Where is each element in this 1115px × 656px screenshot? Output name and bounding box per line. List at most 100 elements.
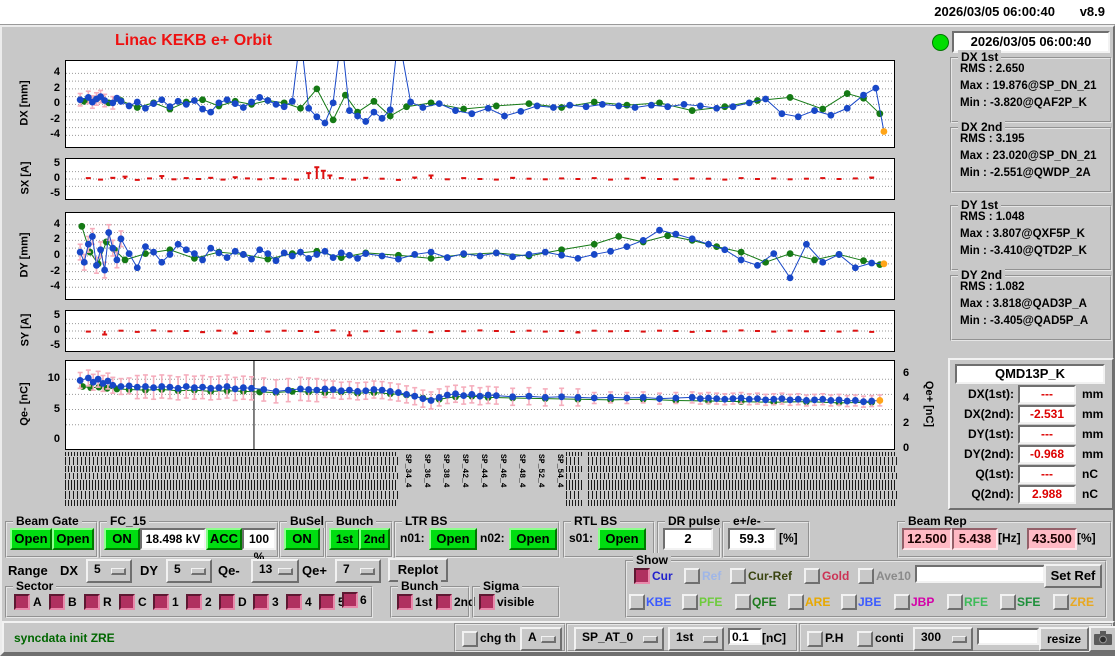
bunch-1st-checkbox[interactable] xyxy=(397,594,413,610)
range-dy-dropdown[interactable]: 5 xyxy=(166,559,212,583)
bunch-select-dropdown[interactable]: 1st xyxy=(668,627,724,651)
set-ref-button[interactable]: Set Ref xyxy=(1044,564,1102,588)
group-title: FC_15 xyxy=(107,514,150,528)
sector-checkbox-1[interactable] xyxy=(153,594,169,610)
show-pfe-checkbox[interactable] xyxy=(682,594,698,610)
screenshot-button[interactable] xyxy=(1089,626,1115,652)
show-ave10-checkbox[interactable] xyxy=(858,568,874,584)
chg-th-checkbox[interactable] xyxy=(462,631,478,647)
show-jbp-checkbox[interactable] xyxy=(894,594,910,610)
aux-input[interactable] xyxy=(977,628,1039,645)
qmd-row-label: DY(2nd): xyxy=(964,447,1014,461)
ltr-n02-open-button[interactable]: Open xyxy=(509,528,557,550)
option-menu-indicator xyxy=(191,568,206,575)
status-bar: syncdata init ZRE chg th A SP_AT_0 1st [… xyxy=(2,621,1115,654)
bunch-1st-button[interactable]: 1st xyxy=(329,528,360,550)
show-rfe-checkbox[interactable] xyxy=(947,594,963,610)
show-qfe-checkbox[interactable] xyxy=(735,594,751,610)
sector-checkbox-r[interactable] xyxy=(84,594,100,610)
rtl-bs-group: RTL BS s01: Open xyxy=(563,514,655,558)
beam-gate-open2-button[interactable]: Open xyxy=(52,528,94,550)
stat-max: Max : 3.818@QAD3P_A xyxy=(960,298,1087,310)
bpm-axis-texture-row xyxy=(588,466,897,472)
beam-gate-open1-button[interactable]: Open xyxy=(10,528,52,550)
beam-gate-group: Beam Gate Open Open xyxy=(5,514,98,558)
sector-checkbox-6[interactable] xyxy=(342,592,358,608)
show-gold-checkbox[interactable] xyxy=(804,568,820,584)
stat-rms: RMS : 2.650 xyxy=(960,63,1025,75)
range-dx-dropdown[interactable]: 5 xyxy=(86,559,132,583)
bpm-axis-texture-row xyxy=(588,491,897,499)
bpm-axis-label: SP_38_4 xyxy=(440,454,450,506)
qmd-row-unit: nC xyxy=(1082,467,1098,481)
sector-checkbox-b[interactable] xyxy=(49,594,65,610)
sector-label: 1 xyxy=(172,595,179,609)
resize-button[interactable]: resize xyxy=(1039,627,1089,651)
show-are-checkbox[interactable] xyxy=(788,594,804,610)
sector-checkbox-5[interactable] xyxy=(319,594,335,610)
bpm-axis-texture-row xyxy=(65,480,398,490)
bpm-axis-label: SP_52_4 xyxy=(535,454,545,506)
group-title: BuSel xyxy=(287,514,328,528)
y-tick-label: 0 xyxy=(53,324,60,336)
bunch-2nd-button[interactable]: 2nd xyxy=(359,528,390,550)
sx-axis-label: SX [A] xyxy=(14,158,36,198)
show-ref-checkbox[interactable] xyxy=(684,568,700,584)
show-qfe-label: QFE xyxy=(752,595,777,609)
stat-panel-title: DX 1st xyxy=(958,50,1002,64)
sector-checkbox-c[interactable] xyxy=(119,594,135,610)
sector-checkbox-a[interactable] xyxy=(14,594,30,610)
ref-name-input[interactable] xyxy=(915,565,1045,583)
sector-checkbox-d[interactable] xyxy=(219,594,235,610)
ph-checkbox[interactable] xyxy=(807,631,823,647)
bpm-monitor-panel: QMD13P_K DX(1st): --- mm DX(2nd): -2.531… xyxy=(948,358,1114,510)
bpm-axis-texture xyxy=(65,452,398,506)
conti-checkbox[interactable] xyxy=(857,631,873,647)
range-qem-dropdown[interactable]: 13 xyxy=(251,559,299,583)
y-tick-label: 2 xyxy=(53,233,60,246)
show-zre-checkbox[interactable] xyxy=(1053,594,1069,610)
fc15-acc-button[interactable]: ACC xyxy=(206,528,242,550)
bpm-name-dropdown[interactable]: SP_AT_0 xyxy=(574,627,664,651)
sector-checkbox-2[interactable] xyxy=(186,594,202,610)
ltr-n01-open-button[interactable]: Open xyxy=(429,528,477,550)
ph-label: P.H xyxy=(825,631,844,645)
busel-on-button[interactable]: ON xyxy=(284,528,320,550)
show-jbe-checkbox[interactable] xyxy=(841,594,857,610)
show-cur-checkbox[interactable] xyxy=(634,568,650,584)
npoints-dropdown[interactable]: 300 xyxy=(913,627,973,651)
range-qep-dropdown[interactable]: 7 xyxy=(335,559,381,583)
sector-checkbox-4[interactable] xyxy=(286,594,302,610)
show-kbe-checkbox[interactable] xyxy=(629,594,645,610)
bpm-axis-texture-row xyxy=(566,480,582,490)
show-cur-ref-checkbox[interactable] xyxy=(730,568,746,584)
sigma-visible-checkbox[interactable] xyxy=(479,594,495,610)
bunch-filter-group: Bunch 1st 2nd xyxy=(390,579,475,618)
bpm-axis-texture xyxy=(588,452,897,506)
threshold-input[interactable] xyxy=(728,628,762,645)
bpm-axis-texture-row xyxy=(588,457,897,465)
option-menu-indicator xyxy=(360,568,375,575)
bpm-axis-texture xyxy=(566,452,582,506)
show-zre-label: ZRE xyxy=(1070,595,1094,609)
rtl-s01-open-button[interactable]: Open xyxy=(598,528,646,550)
sector-select-dropdown[interactable]: A xyxy=(520,627,562,651)
window-titlebar: 2026/03/05 06:00:40 v8.9 xyxy=(0,0,1115,25)
show-sfe-checkbox[interactable] xyxy=(1000,594,1016,610)
bpm-axis-texture-row xyxy=(588,500,897,506)
right-axis-label: Qe+ [nC] xyxy=(918,360,940,448)
bpm-axis-label: SP_44_4 xyxy=(478,454,488,506)
show-sfe-label: SFE xyxy=(1017,595,1041,609)
sy-axis-label: SY [A] xyxy=(14,310,36,350)
fc15-on-button[interactable]: ON xyxy=(104,528,140,550)
sector-checkbox-3[interactable] xyxy=(253,594,269,610)
bunch-2nd-checkbox[interactable] xyxy=(436,594,452,610)
y-tick-label: 0 xyxy=(53,97,60,110)
range-label: Range xyxy=(8,563,48,578)
dr-pulse-value: 2 xyxy=(663,528,713,550)
y-tick-label: -2 xyxy=(50,112,60,125)
qmd-row-unit: mm xyxy=(1082,407,1104,421)
dy-plot xyxy=(65,212,895,300)
bpm-monitor-title[interactable]: QMD13P_K xyxy=(955,364,1105,384)
group-title: Sector xyxy=(13,579,57,593)
